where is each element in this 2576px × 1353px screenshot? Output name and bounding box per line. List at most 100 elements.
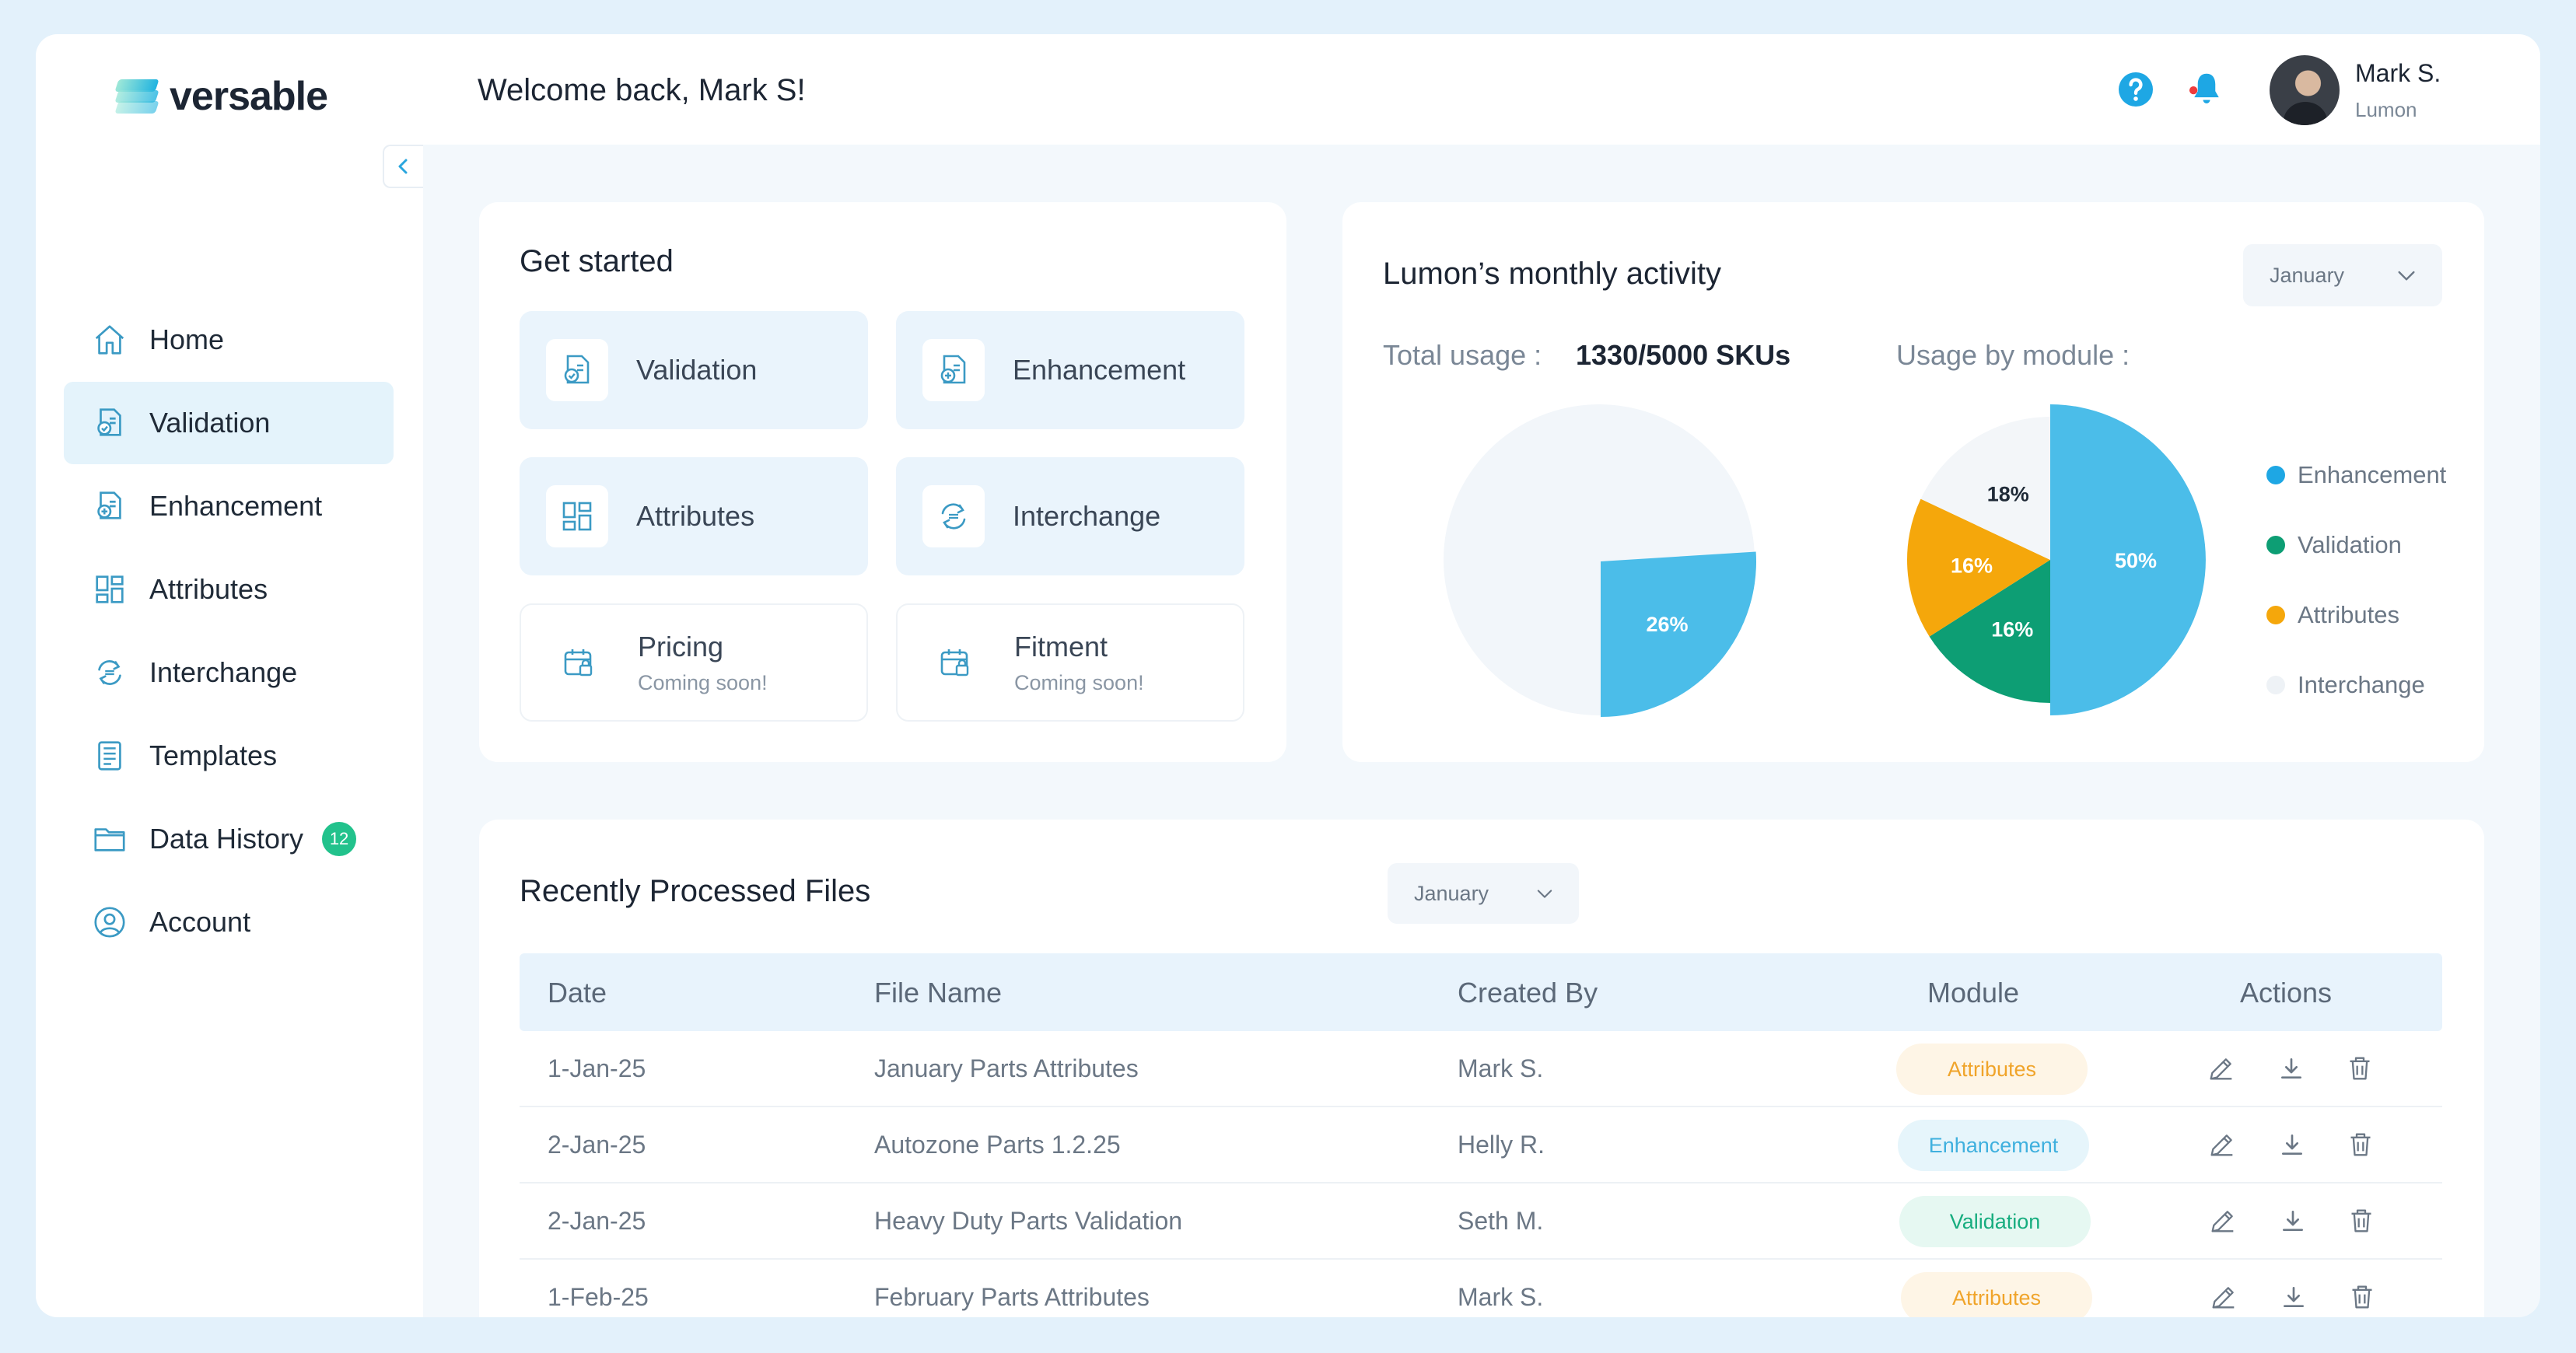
activity-month-select[interactable]: January (2243, 244, 2442, 306)
validation-icon (564, 355, 590, 384)
sidebar-item-interchange[interactable]: Interchange (64, 631, 394, 714)
notification-bell-icon[interactable] (2186, 68, 2228, 110)
sidebar-item-data-history[interactable]: Data History 12 (64, 798, 394, 880)
table-row[interactable]: 2-Jan-25 Heavy Duty Parts Validation Seth … (520, 1183, 2442, 1260)
cell-file-name: January Parts Attributes (874, 1054, 1139, 1082)
get-started-pricing-tile[interactable]: Pricing Coming soon! (520, 603, 868, 722)
download-icon[interactable] (2277, 1205, 2308, 1236)
sidebar-item-templates[interactable]: Templates (64, 715, 394, 797)
module-badge: Enhancement (1898, 1120, 2089, 1171)
sidebar-item-enhancement[interactable]: Enhancement (64, 465, 394, 547)
edit-icon[interactable] (2206, 1053, 2237, 1084)
table-row[interactable]: 1-Feb-25 February Parts Attributes Mark S.… (520, 1260, 2442, 1317)
selected-month: January (1414, 881, 1489, 905)
cell-created-by: Mark S. (1458, 1054, 1544, 1082)
selected-month: January (2270, 263, 2345, 287)
cell-file-name: Autozone Parts 1.2.25 (874, 1131, 1121, 1159)
cell-date: 2-Jan-25 (548, 1207, 646, 1235)
download-icon[interactable] (2276, 1053, 2307, 1084)
pie-slice-label: 26% (1646, 613, 1688, 636)
brand-name: versable (170, 74, 328, 119)
tile-label: Enhancement (1013, 354, 1186, 386)
tile-label: Pricing (638, 630, 724, 663)
edit-icon[interactable] (2207, 1205, 2238, 1236)
home-icon (95, 325, 124, 355)
user-org: Lumon (2355, 98, 2417, 121)
sidebar-item-home[interactable]: Home (64, 299, 394, 381)
table-row[interactable]: 1-Jan-25 January Parts Attributes Mark S. A… (520, 1031, 2442, 1107)
delete-icon[interactable] (2344, 1053, 2375, 1084)
get-started-interchange-tile[interactable]: Interchange (896, 457, 1244, 575)
activity-title: Lumon’s monthly activity (1383, 257, 1721, 291)
table-row[interactable]: 2-Jan-25 Autozone Parts 1.2.25 Helly R. Enh… (520, 1107, 2442, 1183)
column-header-module[interactable]: Module (1927, 977, 2020, 1009)
legend-label: Validation (2298, 531, 2402, 558)
avatar[interactable] (2270, 55, 2340, 125)
top-header: Welcome back, Mark S! Mark S. Lumon (423, 34, 2540, 145)
pie-slice-attributes[interactable] (1907, 498, 2050, 637)
legend-item-interchange: Interchange (2266, 650, 2446, 720)
legend-item-enhancement: Enhancement (2266, 440, 2446, 510)
files-month-select[interactable]: January (1388, 863, 1579, 924)
get-started-enhancement-tile[interactable]: Enhancement (896, 311, 1244, 429)
pie-slice-label: 50% (2115, 549, 2157, 572)
recent-files-card: Recently Processed Files January Date Fi… (479, 820, 2484, 1317)
download-icon[interactable] (2278, 1281, 2309, 1313)
coming-soon-label: Coming soon! (638, 670, 768, 694)
legend-item-validation: Validation (2266, 510, 2446, 580)
edit-icon[interactable] (2207, 1129, 2238, 1160)
legend-dot (2266, 606, 2285, 624)
account-icon (94, 907, 125, 938)
column-header-date[interactable]: Date (548, 977, 607, 1009)
coming-soon-label: Coming soon! (1014, 670, 1144, 694)
legend-dot (2266, 466, 2285, 484)
sidebar-item-account[interactable]: Account (64, 881, 394, 963)
data-history-count-badge: 12 (322, 822, 357, 856)
column-header-created-by[interactable]: Created By (1458, 977, 1598, 1009)
edit-icon[interactable] (2208, 1281, 2239, 1313)
pie-slice-interchange[interactable] (1920, 417, 2050, 560)
delete-icon[interactable] (2345, 1129, 2376, 1160)
brand-logo[interactable]: versable (114, 73, 328, 120)
sidebar-item-validation[interactable]: Validation (64, 382, 394, 464)
get-started-attributes-tile[interactable]: Attributes (520, 457, 868, 575)
get-started-validation-tile[interactable]: Validation (520, 311, 868, 429)
logo-mark-icon (114, 79, 159, 114)
delete-icon[interactable] (2346, 1205, 2377, 1236)
cell-created-by: Helly R. (1458, 1131, 1545, 1159)
pie-slice-validation[interactable] (1929, 560, 2050, 703)
pie-slice-used[interactable] (1601, 551, 1756, 717)
attributes-icon (562, 502, 592, 531)
fitment-icon (940, 649, 969, 676)
get-started-fitment-tile[interactable]: Fitment Coming soon! (896, 603, 1244, 722)
legend-dot (2266, 536, 2285, 554)
collapse-sidebar-button[interactable] (383, 145, 423, 188)
tile-icon-box (922, 339, 985, 401)
interchange-icon (941, 503, 966, 530)
sidebar: versable Home Validation Enhancement Att… (36, 34, 423, 1317)
download-icon[interactable] (2277, 1129, 2308, 1160)
help-icon[interactable] (2117, 71, 2154, 108)
delete-icon[interactable] (2347, 1281, 2378, 1313)
total-usage-value: 1330/5000 SKUs (1576, 339, 1791, 371)
cell-file-name: Heavy Duty Parts Validation (874, 1207, 1183, 1235)
tile-label: Interchange (1013, 500, 1161, 532)
folder-icon (94, 828, 125, 851)
table-header: Date File Name Created By Module Actions (520, 953, 2442, 1031)
tile-icon-box (546, 339, 608, 401)
sidebar-item-attributes[interactable]: Attributes (64, 548, 394, 631)
tile-icon-box (548, 631, 610, 694)
column-header-file-name[interactable]: File Name (874, 977, 1003, 1009)
get-started-card: Get started Validation Enhancement Attri… (479, 202, 1286, 762)
tile-label: Attributes (636, 500, 755, 532)
module-badge: Validation (1899, 1196, 2091, 1247)
column-header-actions: Actions (2240, 977, 2333, 1009)
chevron-down-icon (2398, 271, 2415, 281)
tile-icon-box (924, 631, 986, 694)
pie-slice-enhancement[interactable] (2050, 404, 2206, 715)
legend-label: Attributes (2298, 601, 2399, 628)
cell-created-by: Seth M. (1458, 1207, 1544, 1235)
enhancement-icon (940, 355, 966, 384)
legend-label: Interchange (2298, 671, 2425, 698)
tile-icon-box (922, 485, 985, 547)
